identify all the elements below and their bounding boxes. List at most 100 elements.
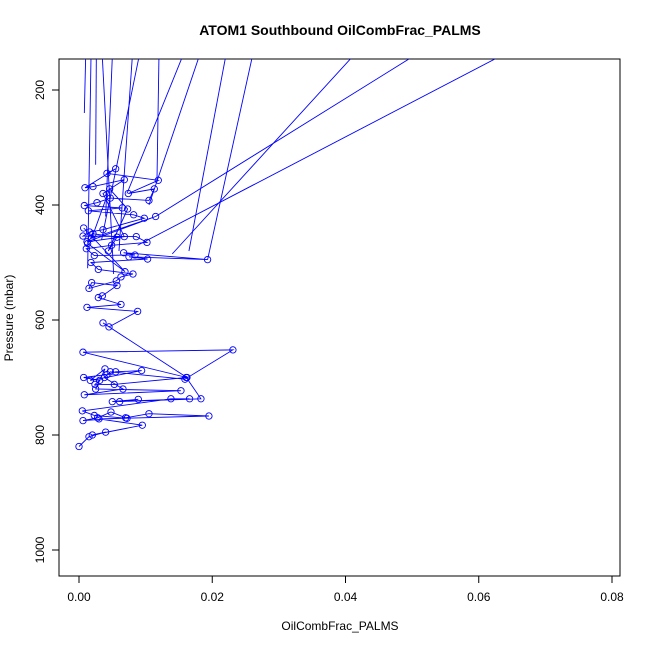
data-point bbox=[91, 380, 99, 389]
data-point bbox=[75, 442, 83, 451]
data-point bbox=[117, 273, 125, 281]
series-line-segment bbox=[118, 59, 133, 252]
data-point bbox=[129, 270, 137, 278]
data-point bbox=[88, 278, 96, 287]
series-line-segment bbox=[95, 59, 97, 165]
data-point bbox=[100, 373, 108, 382]
data-point bbox=[111, 165, 120, 173]
data-point bbox=[229, 346, 237, 354]
data-point bbox=[133, 307, 142, 316]
data-point bbox=[117, 300, 125, 309]
series-line-segment bbox=[101, 59, 115, 275]
series-line-segment bbox=[156, 59, 160, 183]
data-point bbox=[110, 380, 118, 389]
data-point bbox=[129, 211, 138, 219]
x-tick-label: 0.04 bbox=[334, 590, 358, 604]
series-line-segment bbox=[148, 59, 199, 206]
data-point bbox=[83, 303, 91, 311]
series-line-segment bbox=[137, 59, 496, 246]
series-points bbox=[75, 165, 237, 451]
data-point bbox=[145, 410, 153, 418]
data-point bbox=[92, 385, 100, 393]
x-tick-label: 0.08 bbox=[600, 590, 624, 604]
data-point bbox=[138, 421, 146, 429]
data-point bbox=[88, 234, 96, 243]
data-point bbox=[78, 407, 86, 415]
series-line-segment bbox=[83, 59, 87, 114]
data-point bbox=[181, 375, 189, 383]
data-point bbox=[80, 391, 88, 399]
data-point bbox=[108, 397, 116, 406]
series-line-segment bbox=[155, 59, 410, 217]
data-point bbox=[119, 249, 128, 257]
data-point bbox=[145, 196, 153, 205]
data-point bbox=[113, 281, 121, 290]
data-point bbox=[177, 387, 185, 395]
data-point bbox=[143, 255, 152, 263]
y-tick-label: 1000 bbox=[33, 536, 47, 563]
data-point bbox=[112, 277, 120, 285]
data-point bbox=[111, 368, 120, 376]
data-point bbox=[123, 205, 132, 213]
y-tick-label: 600 bbox=[33, 310, 47, 330]
data-point bbox=[99, 319, 107, 327]
data-point bbox=[134, 395, 142, 403]
data-point bbox=[113, 233, 121, 241]
data-point bbox=[102, 428, 110, 436]
data-point bbox=[99, 226, 107, 234]
data-point bbox=[94, 293, 102, 302]
data-point bbox=[185, 395, 194, 403]
data-point bbox=[132, 232, 140, 241]
data-point bbox=[88, 431, 96, 439]
data-point bbox=[118, 204, 126, 212]
data-point bbox=[124, 189, 132, 198]
x-tick-label: 0.02 bbox=[201, 590, 225, 604]
x-tick-label: 0.06 bbox=[467, 590, 491, 604]
series-line bbox=[78, 168, 235, 447]
data-point bbox=[183, 373, 191, 382]
data-point bbox=[105, 185, 114, 193]
data-point bbox=[105, 323, 113, 331]
data-point bbox=[80, 373, 88, 382]
data-point bbox=[167, 395, 175, 403]
data-point bbox=[107, 408, 115, 416]
data-point bbox=[137, 366, 146, 375]
data-point bbox=[103, 169, 111, 178]
data-point bbox=[89, 182, 97, 191]
data-point bbox=[98, 292, 106, 300]
data-point bbox=[84, 239, 92, 248]
data-point bbox=[107, 241, 116, 249]
data-point bbox=[99, 189, 107, 198]
data-point bbox=[150, 185, 158, 193]
data-point bbox=[79, 232, 87, 240]
data-point bbox=[90, 411, 98, 420]
chart-title: ATOM1 Southbound OilCombFrac_PALMS bbox=[199, 22, 481, 38]
series-line-segment bbox=[126, 59, 182, 194]
y-axis: 200 400 600 800 1000 bbox=[33, 80, 60, 563]
data-point bbox=[197, 395, 205, 403]
data-point bbox=[205, 412, 213, 420]
series-line-segment bbox=[171, 59, 351, 255]
data-point bbox=[203, 255, 212, 264]
x-axis-label: OilCombFrac_PALMS bbox=[281, 619, 398, 633]
series-line-segment bbox=[207, 59, 253, 260]
plot-frame bbox=[58, 58, 621, 577]
y-tick-label: 200 bbox=[33, 80, 47, 100]
data-point bbox=[93, 199, 101, 207]
data-point bbox=[79, 348, 87, 356]
x-axis: 0.00 0.02 0.04 0.06 0.08 bbox=[67, 575, 624, 604]
data-point bbox=[90, 251, 98, 260]
series-lines bbox=[78, 59, 496, 447]
data-point bbox=[120, 232, 128, 241]
data-point bbox=[119, 385, 127, 393]
data-point bbox=[81, 184, 89, 192]
data-point bbox=[104, 247, 112, 255]
data-point bbox=[84, 207, 92, 215]
data-point bbox=[120, 176, 128, 184]
data-point bbox=[85, 284, 93, 293]
data-point bbox=[80, 201, 88, 210]
data-point bbox=[123, 414, 131, 422]
data-point bbox=[80, 224, 88, 232]
series-line-segment bbox=[101, 59, 140, 240]
